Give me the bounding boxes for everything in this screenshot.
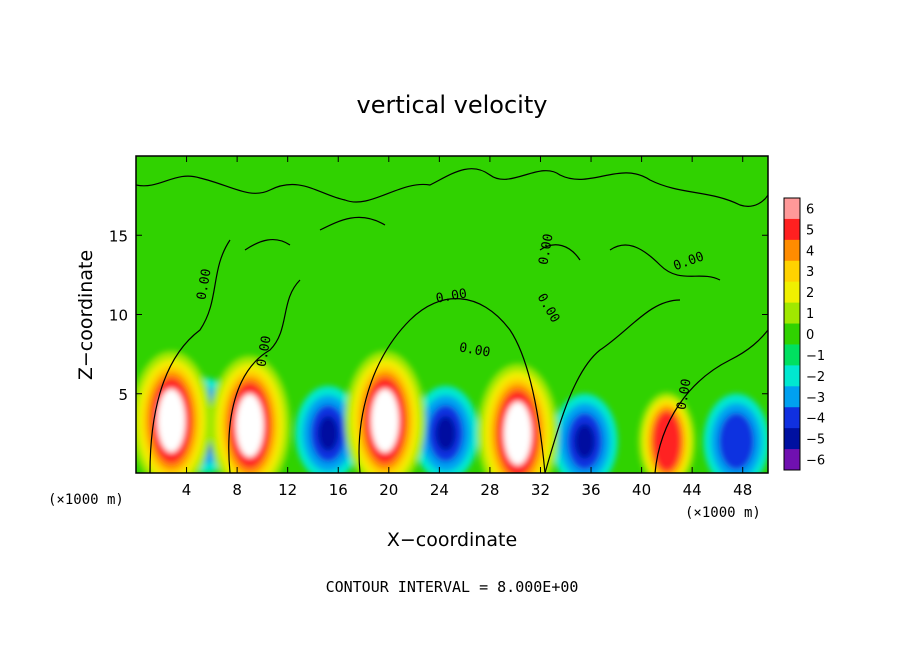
- plot-area: 0.000.000.000.000.000.000.000.00: [136, 156, 768, 473]
- zero-contour-7: [319, 216, 386, 231]
- x-axis: 4 8 12 16 20 24 28 32 36 40 44 48: [182, 156, 752, 499]
- downdraft-core-4: [718, 412, 755, 470]
- downdraft-core-3: [574, 423, 595, 459]
- zero-contours: 0.000.000.000.000.000.000.000.00: [136, 168, 768, 473]
- colorbar-tick-label: 0: [806, 328, 814, 343]
- colorbar-swatch: [784, 260, 800, 283]
- updraft-core-1: [235, 393, 264, 458]
- contour-label: 0.00: [194, 268, 214, 301]
- contour-label: 0.00: [435, 286, 468, 306]
- colorbar-swatch: [784, 428, 800, 450]
- x-tick-label: 24: [430, 481, 449, 499]
- colorbar-swatch: [784, 386, 800, 408]
- y-axis: 5 10 15: [109, 227, 768, 404]
- colorbar-tick-label: 2: [806, 286, 814, 301]
- contour-label: 0.00: [674, 378, 694, 411]
- x-tick-label: 48: [733, 481, 752, 499]
- chart-title: vertical velocity: [357, 91, 548, 119]
- y-axis-label: Z−coordinate: [75, 250, 97, 380]
- colorbar-tick-label: −1: [806, 349, 825, 364]
- colorbar-tick-label: 1: [806, 307, 814, 322]
- zero-contour-6: [244, 238, 291, 251]
- colorbar-swatch: [784, 449, 800, 471]
- colorbar-tick-label: 4: [806, 244, 814, 259]
- colorbar-tick-label: −4: [806, 412, 825, 427]
- y-axis-unit: (×1000 m): [48, 492, 124, 508]
- zero-contour-1: [149, 239, 231, 473]
- colorbar-swatch: [784, 302, 800, 325]
- velocity-field: [136, 350, 768, 473]
- updraft-core-3: [503, 401, 532, 466]
- colorbar-tick-label: 3: [806, 265, 814, 280]
- zero-contour-4: [544, 299, 681, 473]
- x-tick-label: 28: [480, 481, 499, 499]
- colorbar-tick-label: −3: [806, 391, 825, 406]
- zero-contour-3: [358, 298, 546, 473]
- zero-contour-5: [654, 329, 768, 473]
- colorbar-swatch: [784, 239, 800, 262]
- colorbar-swatch: [784, 218, 800, 241]
- y-tick-label: 10: [109, 307, 128, 325]
- colorbar-tick-label: 6: [806, 202, 814, 217]
- updraft-core-4: [652, 411, 682, 472]
- colorbar-tick-label: −5: [806, 433, 825, 448]
- colorbar: 6 5 4 3 2 1 0 −1 −2 −3 −4 −5 −6: [783, 197, 825, 471]
- zero-contour-2: [228, 279, 301, 473]
- x-axis-unit: (×1000 m): [685, 505, 761, 521]
- colorbar-tick-label: 5: [806, 223, 814, 238]
- downdraft-core-2: [435, 415, 456, 451]
- colorbar-swatch: [784, 198, 800, 220]
- x-tick-label: 20: [379, 481, 398, 499]
- colorbar-swatch: [784, 281, 800, 304]
- colorbar-frame: [783, 197, 801, 471]
- x-tick-label: 8: [232, 481, 242, 499]
- x-tick-label: 16: [329, 481, 348, 499]
- y-tick-label: 5: [118, 386, 128, 404]
- x-tick-label: 32: [531, 481, 550, 499]
- x-axis-label: X−coordinate: [387, 529, 517, 551]
- y-tick-label: 15: [109, 227, 128, 245]
- contour-label: 0.00: [536, 233, 556, 266]
- zero-contour-0: [136, 168, 768, 207]
- updraft-core-2: [371, 388, 399, 453]
- colorbar-swatch: [784, 407, 800, 429]
- x-tick-label: 4: [182, 481, 192, 499]
- x-tick-label: 36: [581, 481, 600, 499]
- x-tick-label: 44: [683, 481, 702, 499]
- colorbar-swatch: [784, 344, 800, 366]
- x-tick-label: 40: [632, 481, 651, 499]
- contour-interval-note: CONTOUR INTERVAL = 8.000E+00: [326, 578, 579, 596]
- contour-label: 0.00: [254, 335, 274, 368]
- x-tick-label: 12: [278, 481, 297, 499]
- colorbar-tick-label: −6: [806, 454, 825, 469]
- colorbar-swatch: [784, 365, 800, 387]
- updraft-core-0: [157, 388, 186, 453]
- downdraft-core-1: [318, 415, 339, 451]
- contour-label: 0.00: [458, 340, 491, 360]
- colorbar-tick-label: −2: [806, 370, 825, 385]
- zero-contour-9: [609, 244, 721, 281]
- zero-contour-8: [539, 244, 581, 261]
- colorbar-swatch: [784, 323, 800, 345]
